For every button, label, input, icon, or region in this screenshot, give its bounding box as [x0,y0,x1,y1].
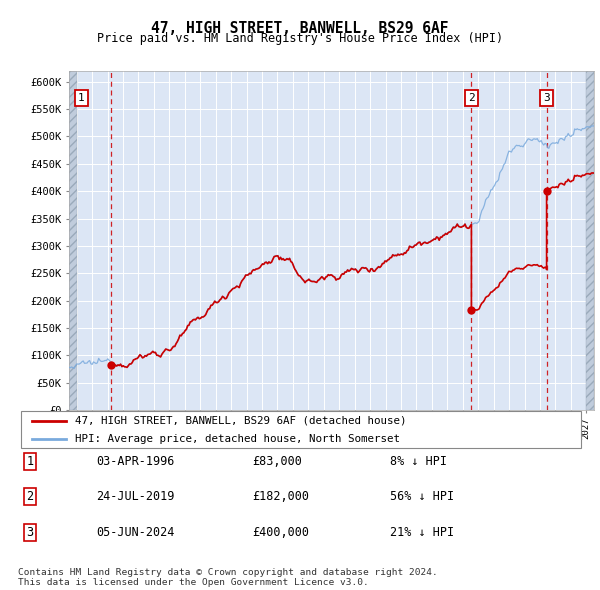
Text: 47, HIGH STREET, BANWELL, BS29 6AF (detached house): 47, HIGH STREET, BANWELL, BS29 6AF (deta… [75,416,406,426]
Text: 47, HIGH STREET, BANWELL, BS29 6AF: 47, HIGH STREET, BANWELL, BS29 6AF [151,21,449,35]
Bar [69,71,77,410]
Text: 2: 2 [468,93,475,103]
Text: 3: 3 [26,526,34,539]
Bar [586,71,594,410]
Text: 03-APR-1996: 03-APR-1996 [96,455,175,468]
Text: Price paid vs. HM Land Registry's House Price Index (HPI): Price paid vs. HM Land Registry's House … [97,32,503,45]
Text: 56% ↓ HPI: 56% ↓ HPI [390,490,454,503]
Text: 3: 3 [543,93,550,103]
Text: 24-JUL-2019: 24-JUL-2019 [96,490,175,503]
Text: 1: 1 [78,93,85,103]
Text: 1: 1 [26,455,34,468]
Text: 8% ↓ HPI: 8% ↓ HPI [390,455,447,468]
Text: £182,000: £182,000 [252,490,309,503]
Text: HPI: Average price, detached house, North Somerset: HPI: Average price, detached house, Nort… [75,434,400,444]
Text: £400,000: £400,000 [252,526,309,539]
Text: 2: 2 [26,490,34,503]
Text: Contains HM Land Registry data © Crown copyright and database right 2024.
This d: Contains HM Land Registry data © Crown c… [18,568,438,587]
FancyBboxPatch shape [21,411,581,448]
Text: 05-JUN-2024: 05-JUN-2024 [96,526,175,539]
Text: £83,000: £83,000 [252,455,302,468]
Text: 21% ↓ HPI: 21% ↓ HPI [390,526,454,539]
